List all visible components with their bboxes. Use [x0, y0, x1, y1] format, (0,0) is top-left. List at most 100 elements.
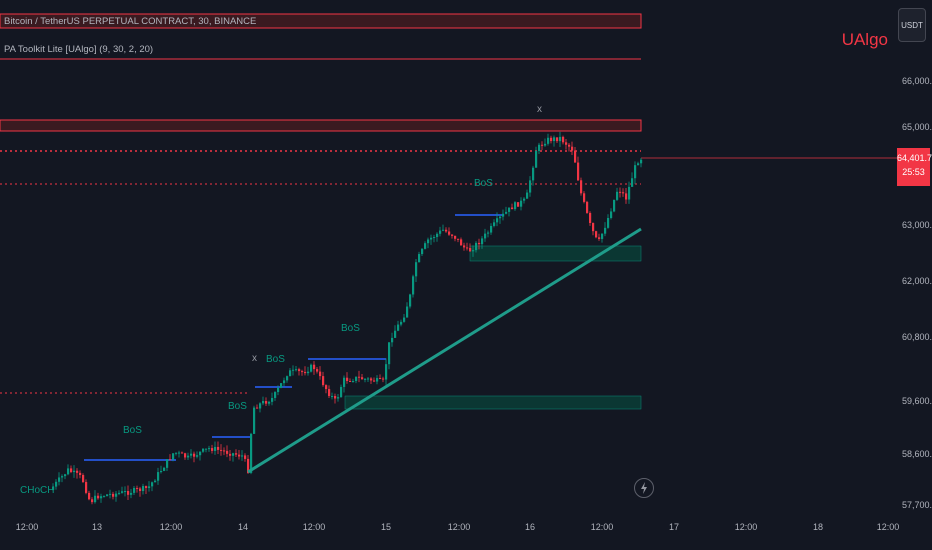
candle-body — [538, 144, 541, 151]
candle-body — [103, 496, 106, 498]
candle-body — [79, 472, 82, 475]
symbol-title[interactable]: Bitcoin / TetherUS PERPETUAL CONTRACT, 3… — [4, 16, 257, 27]
candle-body — [466, 247, 469, 249]
candle-body — [586, 201, 589, 213]
candle-body — [439, 230, 442, 234]
candle-body — [523, 198, 526, 201]
candle-body — [295, 369, 298, 371]
candle-body — [166, 459, 169, 468]
candle-body — [496, 218, 499, 223]
candle-body — [274, 392, 277, 398]
candle-body — [220, 449, 223, 451]
candle-body — [94, 495, 97, 503]
candle-body — [199, 451, 202, 456]
time-tick: 17 — [668, 522, 680, 532]
candle-body — [580, 180, 583, 194]
candle-body — [73, 470, 76, 473]
candle-body — [400, 321, 403, 325]
candle-body — [247, 458, 250, 473]
candle-body — [106, 494, 109, 497]
candle-body — [175, 452, 178, 454]
candle-body — [283, 380, 286, 384]
candle-body — [442, 229, 445, 231]
candle-body — [451, 234, 454, 236]
lightning-icon[interactable] — [634, 478, 654, 498]
candle-body — [424, 243, 427, 249]
candle-body — [415, 262, 418, 277]
candle-body — [292, 369, 295, 371]
candle-body — [232, 453, 235, 456]
candle-body — [319, 371, 322, 377]
candle-body — [508, 207, 511, 212]
time-tick: 14 — [237, 522, 249, 532]
candle-body — [58, 477, 61, 482]
candle-body — [460, 239, 463, 246]
candle-body — [559, 136, 562, 142]
bos-label: BoS — [266, 354, 285, 365]
candle-body — [631, 178, 634, 187]
candle-body — [376, 378, 379, 382]
currency-button[interactable]: USDT — [898, 8, 926, 42]
candle-body — [601, 233, 604, 239]
candle-body — [517, 202, 520, 207]
candle-body — [286, 376, 289, 381]
indicator-title[interactable]: PA Toolkit Lite [UAlgo] (9, 30, 2, 20) — [4, 44, 154, 55]
candle-body — [628, 186, 631, 200]
candle-body — [367, 378, 370, 380]
candle-body — [604, 227, 607, 234]
last-price-tag: 64,401.7 25:53 — [897, 148, 932, 186]
x-marker: x — [252, 353, 257, 364]
candle-body — [145, 486, 148, 489]
candle-body — [328, 389, 331, 397]
candle-body — [163, 467, 166, 471]
candle-body — [352, 380, 355, 382]
candle-body — [229, 453, 232, 456]
candle-body — [469, 247, 472, 252]
candle-body — [541, 144, 544, 146]
candle-body — [250, 433, 253, 473]
price-tick: 57,700.0 — [902, 500, 932, 510]
time-tick: 12:00 — [15, 522, 39, 532]
time-tick: 18 — [812, 522, 824, 532]
candle-body — [370, 378, 373, 381]
candle-body — [391, 337, 394, 343]
candle-body — [616, 191, 619, 200]
candle-body — [526, 192, 529, 199]
time-tick: 12:00 — [302, 522, 326, 532]
candle-body — [487, 232, 490, 234]
candle-body — [265, 401, 268, 404]
resistance-zone-top — [0, 13, 642, 29]
candle-body — [253, 407, 256, 434]
candle-body — [178, 452, 181, 454]
candle-body — [118, 492, 121, 494]
candle-body — [637, 163, 640, 166]
candle-body — [151, 482, 154, 487]
candle-body — [235, 453, 238, 455]
price-tick: 63,000.0 — [902, 220, 932, 230]
time-tick: 12:00 — [159, 522, 183, 532]
candle-body — [472, 250, 475, 252]
candle-body — [448, 231, 451, 235]
time-tick: 13 — [91, 522, 103, 532]
candle-body — [577, 162, 580, 181]
candle-body — [316, 369, 319, 372]
last-price: 64,401.7 — [897, 153, 932, 163]
candle-body — [280, 383, 283, 388]
candle-body — [547, 137, 550, 144]
candle-body — [244, 455, 247, 459]
candle-body — [505, 211, 508, 214]
candle-body — [214, 446, 217, 451]
candle-body — [196, 455, 199, 457]
candle-body — [529, 180, 532, 193]
candle-body — [205, 448, 208, 450]
candle-body — [52, 486, 55, 490]
candle-body — [382, 378, 385, 380]
candle-body — [592, 223, 595, 232]
candle-body — [484, 233, 487, 239]
time-tick: 12:00 — [590, 522, 614, 532]
candle-body — [613, 199, 616, 212]
demand-zone-lower — [344, 395, 642, 410]
candle-body — [289, 370, 292, 377]
candle-body — [70, 468, 73, 473]
